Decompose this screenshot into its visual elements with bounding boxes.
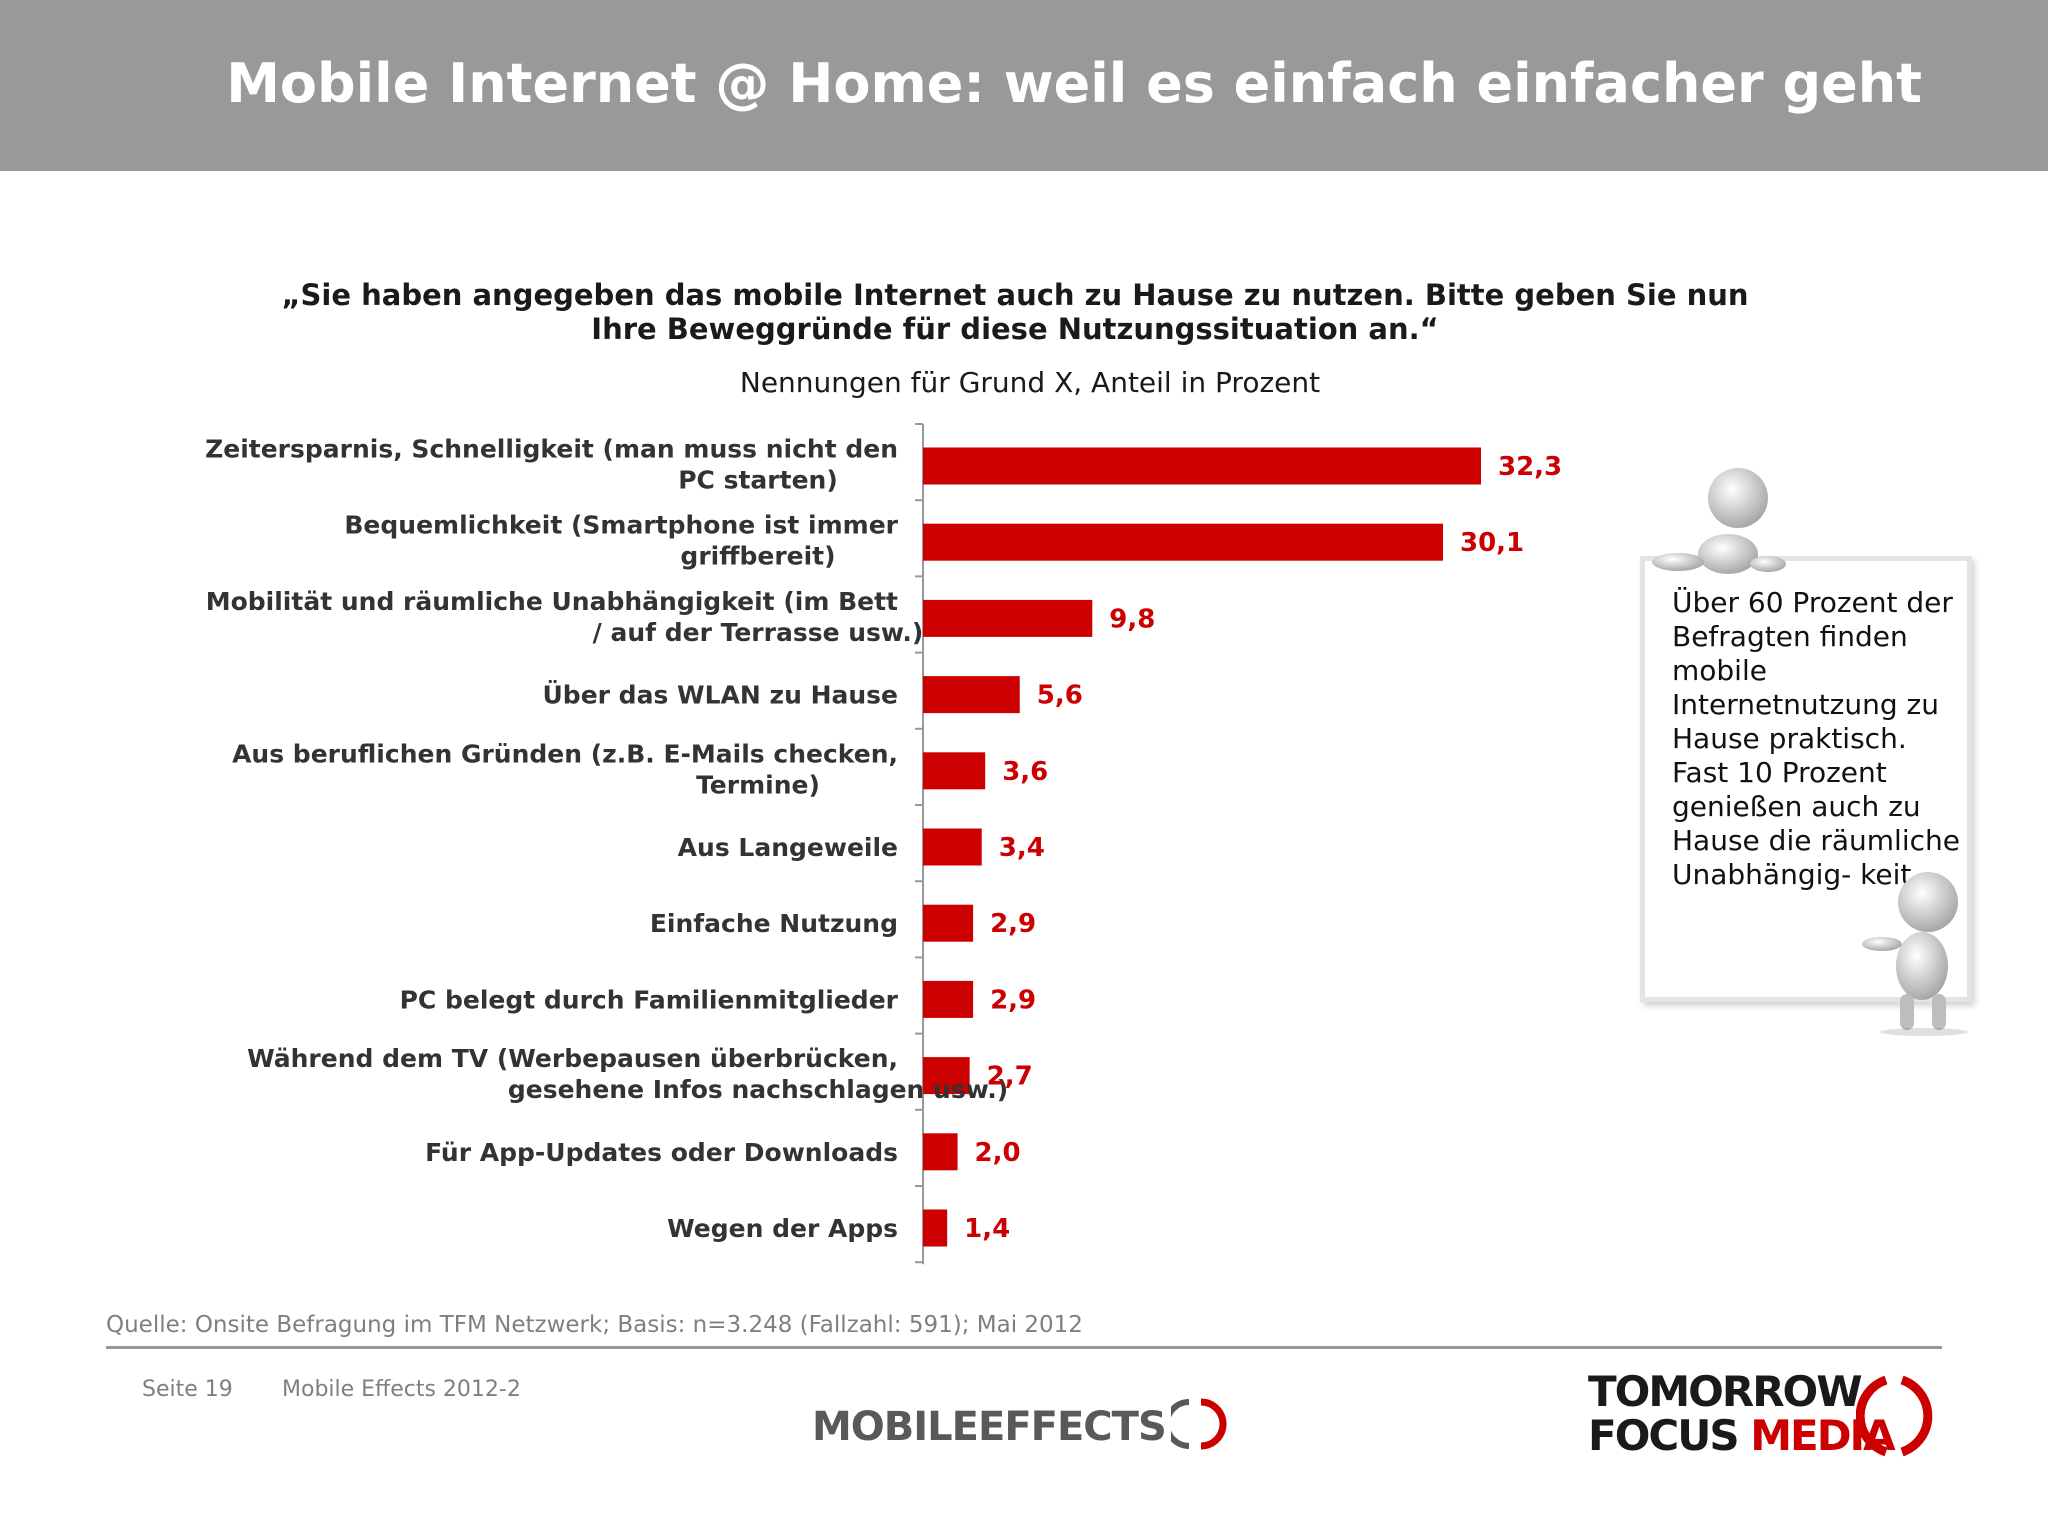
chart-category-labels: Zeitersparnis, Schnelligkeit (man muss n…: [205, 435, 1008, 1244]
category-label: Aus Langeweile: [678, 833, 898, 862]
category-label: Zeitersparnis, Schnelligkeit (man muss n…: [205, 435, 898, 495]
bar: [923, 1057, 970, 1095]
bar: [923, 523, 1443, 561]
chart-subtitle: Nennungen für Grund X, Anteil in Prozent: [739, 366, 1321, 399]
bar: [923, 1209, 948, 1247]
bar: [923, 676, 1020, 714]
logo-media-text: MEDIA: [1750, 1411, 1895, 1460]
bar: [923, 904, 974, 942]
bar: [923, 1133, 958, 1171]
category-label: PC belegt durch Familienmitglieder: [400, 985, 899, 1014]
value-label: 1,4: [964, 1214, 1010, 1244]
logo-circle-icon: [1856, 1375, 1933, 1457]
slide-title: Mobile Internet @ Home: weil es einfach …: [226, 52, 1922, 115]
value-label: 9,8: [1109, 604, 1155, 634]
chart-axis: [915, 423, 924, 1265]
logo-mobile-text: MOBILE: [812, 1404, 979, 1450]
logo-focus-media: FOCUS MEDIA: [1588, 1411, 1896, 1460]
value-label: 2,9: [990, 909, 1036, 939]
logo-effects-text: EFFECTS: [978, 1404, 1167, 1450]
bar: [923, 752, 986, 790]
bar: [923, 828, 982, 866]
note-text: Über 60 Prozent der Befragten finden mob…: [1672, 586, 1960, 891]
chart-bars: [923, 447, 1481, 1247]
header-bar: [0, 0, 2048, 171]
mobile-effects-logo: MOBILEEFFECTS: [812, 1396, 1227, 1452]
bar: [923, 980, 974, 1018]
survey-question: „Sie haben angegeben das mobile Internet…: [250, 278, 1780, 346]
value-label: 30,1: [1460, 528, 1524, 558]
category-label: Einfache Nutzung: [650, 909, 898, 938]
tomorrow-focus-media-logo: TOMORROW FOCUS MEDIA: [1588, 1367, 1933, 1460]
figure-leaning-icon: [1862, 872, 1968, 1036]
figure-climbing-icon: [1652, 468, 1786, 574]
logo-brackets-icon: [1163, 1398, 1227, 1450]
category-label: Während dem TV (Werbepausen überbrücken,…: [247, 1044, 1008, 1104]
logo-focus-text: FOCUS: [1588, 1411, 1740, 1460]
bar: [923, 599, 1093, 637]
value-label: 3,4: [999, 833, 1045, 863]
page-number: Seite 19: [142, 1377, 233, 1402]
bar-chart: Zeitersparnis, Schnelligkeit (man muss n…: [205, 423, 1562, 1265]
value-label: 5,6: [1037, 681, 1083, 711]
category-label: Für App-Updates oder Downloads: [425, 1138, 898, 1167]
study-name: Mobile Effects 2012-2: [282, 1377, 521, 1402]
value-label: 3,6: [1002, 757, 1048, 787]
category-label: Bequemlichkeit (Smartphone ist immer grif…: [344, 511, 898, 571]
chart-value-labels: 32,3 30,1 9,8 5,6 3,6 3,4 2,9 2,9 2,7 2,0 1,4: [964, 452, 1562, 1244]
category-label: Über das WLAN zu Hause: [543, 680, 899, 710]
footer-divider: [106, 1346, 1942, 1349]
value-label: 2,9: [990, 985, 1036, 1015]
value-label: 32,3: [1498, 452, 1562, 482]
logo-tomorrow-text: TOMORROW: [1588, 1367, 1863, 1416]
category-label: Aus beruflichen Gründen (z.B. E-Mails ch…: [232, 739, 898, 799]
survey-question-line-2: Ihre Beweggründe für diese Nutzungssitua…: [591, 312, 1439, 346]
value-label: 2,0: [975, 1138, 1021, 1168]
category-label: Wegen der Apps: [667, 1214, 898, 1243]
category-label: Mobilität und räumliche Unabhängigkeit (…: [206, 587, 924, 647]
bar: [923, 447, 1481, 485]
source-note: Quelle: Onsite Befragung im TFM Netzwerk…: [106, 1312, 1083, 1338]
survey-question-line-1: „Sie haben angegeben das mobile Internet…: [281, 278, 1749, 312]
value-label: 2,7: [987, 1062, 1033, 1092]
